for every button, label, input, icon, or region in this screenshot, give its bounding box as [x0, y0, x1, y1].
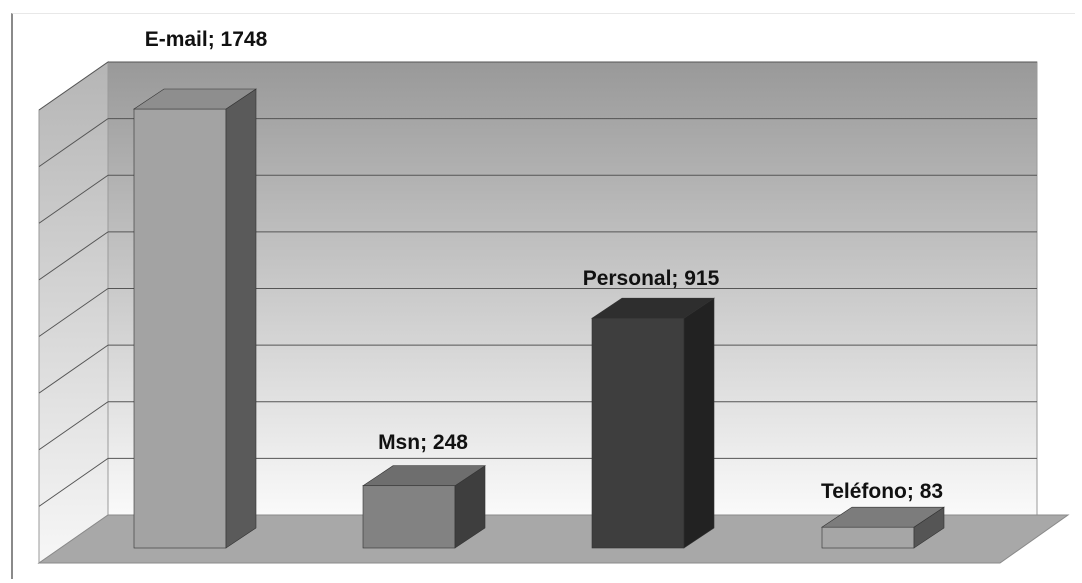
data-label: Teléfono; 83 [821, 480, 943, 503]
bar-tel-fono [821, 506, 945, 549]
gridline-side [38, 118, 109, 168]
bar-front [821, 526, 915, 549]
bar-side [683, 297, 715, 549]
bar-msn [362, 465, 486, 549]
data-label: Personal; 915 [583, 267, 720, 290]
gridline-side [38, 457, 109, 507]
gridlines [38, 61, 1037, 507]
bar-top [591, 297, 715, 319]
gridline-side [38, 344, 109, 394]
bar-side [225, 88, 257, 549]
bar-front [591, 317, 685, 549]
data-label: Msn; 248 [378, 431, 468, 454]
data-label: E-mail; 1748 [145, 28, 268, 51]
gridline-side [38, 61, 109, 111]
gridline-side [38, 401, 109, 451]
chart-floor [37, 514, 1070, 564]
bar-front [362, 485, 456, 549]
chart-frame [11, 13, 1075, 579]
bar-personal [591, 297, 715, 549]
bar-top [362, 465, 486, 487]
bar-top [133, 88, 257, 110]
data-labels: E-mail; 1748 Msn; 248 Personal; 915 Teléfon… [145, 28, 943, 503]
bar-front [133, 108, 227, 549]
bar-top [821, 506, 945, 528]
bar-series [133, 88, 945, 549]
gridline-side [38, 231, 109, 281]
floor-plane [37, 514, 1070, 564]
bar-e-mail [133, 88, 257, 549]
gridline-side [38, 288, 109, 337]
gridline-side [38, 174, 109, 224]
